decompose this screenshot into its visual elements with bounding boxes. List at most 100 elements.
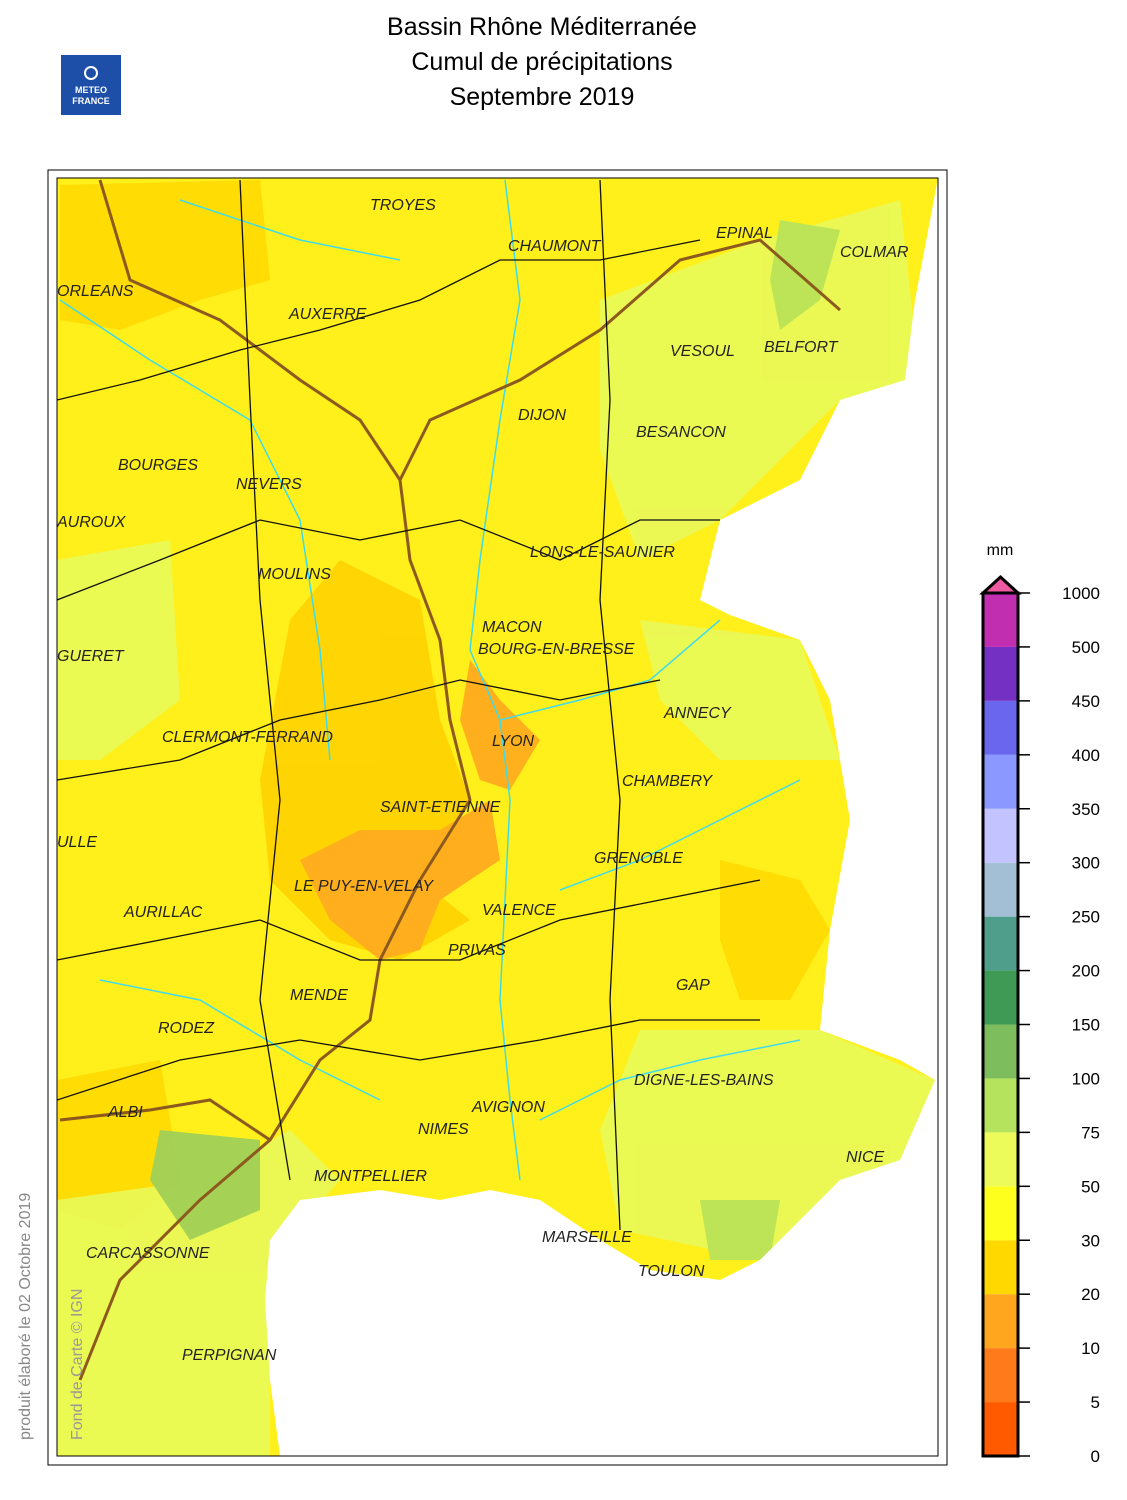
city-label: NICE xyxy=(846,1149,885,1166)
city-label: AUROUX xyxy=(56,514,127,531)
legend-swatch xyxy=(983,862,1018,917)
border xyxy=(599,179,621,1231)
logo-text: FRANCE xyxy=(72,96,110,106)
area xyxy=(600,200,920,560)
city-label: TROYES xyxy=(370,197,436,214)
river xyxy=(59,299,331,761)
city-label: COLMAR xyxy=(840,244,909,261)
city-label: BOURG-EN-BRESSE xyxy=(478,641,635,658)
legend-tick-label: 250 xyxy=(1072,908,1100,927)
legend-swatch xyxy=(983,1402,1018,1456)
city-label: GRENOBLE xyxy=(594,850,683,867)
legend-swatch xyxy=(983,700,1018,755)
city-label: MARSEILLE xyxy=(542,1229,632,1246)
city-label: MENDE xyxy=(290,987,348,1004)
legend-swatch xyxy=(983,1024,1018,1079)
logo-icon xyxy=(84,66,98,80)
area xyxy=(770,220,840,330)
area xyxy=(57,540,180,760)
legend: 0 5 10 20 30 50 75 100 150 200 250 300 350 400 450 500 1… xyxy=(979,574,1100,1466)
title: Bassin Rhône Méditerranée Cumul de préci… xyxy=(387,13,697,111)
city-label: SAINT-ETIENNE xyxy=(380,799,501,816)
border xyxy=(98,179,841,483)
legend-swatch xyxy=(983,1132,1018,1187)
title-line: Bassin Rhône Méditerranée xyxy=(387,13,697,41)
legend-tick-label: 500 xyxy=(1072,638,1100,657)
city-label: BESANCON xyxy=(636,424,726,441)
city-label: AUXERRE xyxy=(288,306,367,323)
city-label: LONS-LE-SAUNIER xyxy=(530,544,675,561)
legend-tick-label: 10 xyxy=(1081,1339,1100,1358)
legend-tick-label: 150 xyxy=(1072,1016,1100,1035)
city-label: ORLEANS xyxy=(57,283,134,300)
city-label: LE PUY-EN-VELAY xyxy=(294,878,434,895)
river xyxy=(539,1039,801,1121)
city-label: TOULON xyxy=(638,1263,705,1280)
legend-tick-label: 450 xyxy=(1072,692,1100,711)
city-label: DIJON xyxy=(518,407,566,424)
legend-tick-label: 400 xyxy=(1072,746,1100,765)
sea-and-outside xyxy=(265,178,938,1456)
city-label: CARCASSONNE xyxy=(86,1245,210,1262)
legend-tick-label: 1000 xyxy=(1062,584,1100,603)
city-label: ANNECY xyxy=(663,705,732,722)
legend-swatch xyxy=(983,1240,1018,1295)
side-note: produit élaboré le 02 Octobre 2019 xyxy=(17,1193,34,1440)
legend-overflow xyxy=(979,574,1022,595)
admin-borders xyxy=(57,179,761,1231)
city-label: ULLE xyxy=(57,834,97,851)
city-label: BELFORT xyxy=(764,339,839,356)
title-line: Cumul de précipitations xyxy=(411,48,672,76)
rivers xyxy=(59,179,801,1181)
logo: METEO FRANCE xyxy=(61,55,121,115)
city-label: BOURGES xyxy=(118,457,198,474)
city-label: RODEZ xyxy=(158,1020,215,1037)
city-label: DIGNE-LES-BAINS xyxy=(634,1072,774,1089)
legend-tick-label: 100 xyxy=(1072,1069,1100,1088)
outer-frame xyxy=(47,169,948,1466)
city-label: PRIVAS xyxy=(448,942,506,959)
city-label: CHAUMONT xyxy=(508,238,602,255)
logo-text: METEO xyxy=(75,85,107,95)
area xyxy=(600,1030,935,1260)
river xyxy=(99,979,381,1101)
city-label: GAP xyxy=(676,977,710,994)
city-labels: TROYES CHAUMONT EPINAL COLMAR ORLEANS AUXERRE… xyxy=(56,197,909,1364)
city-label: MACON xyxy=(482,619,542,636)
area xyxy=(57,1130,340,1456)
city-label: AVIGNON xyxy=(471,1099,545,1116)
legend-tick-label: 30 xyxy=(1081,1231,1100,1250)
city-label: LYON xyxy=(492,733,535,750)
river xyxy=(499,619,721,721)
city-label: VALENCE xyxy=(482,902,556,919)
legend-tick-label: 75 xyxy=(1081,1123,1100,1142)
legend-swatch xyxy=(983,1078,1018,1133)
city-label: CLERMONT-FERRAND xyxy=(162,729,333,746)
legend-tick-label: 300 xyxy=(1072,854,1100,873)
city-label: EPINAL xyxy=(716,225,773,242)
area xyxy=(150,1130,260,1240)
city-label: GUERET xyxy=(57,648,125,665)
legend-tick-label: 20 xyxy=(1081,1285,1100,1304)
border xyxy=(59,1098,271,1142)
title-line: Septembre 2019 xyxy=(450,83,635,111)
legend-swatch xyxy=(983,1348,1018,1403)
area xyxy=(700,1200,780,1260)
legend-swatch xyxy=(983,970,1018,1025)
legend-tick-label: 5 xyxy=(1091,1393,1100,1412)
area xyxy=(640,620,840,760)
legend-tick-label: 200 xyxy=(1072,962,1100,981)
city-label: CHAMBERY xyxy=(622,773,713,790)
border xyxy=(57,1019,760,1101)
legend-swatch xyxy=(983,593,1018,647)
legend-tick-label: 50 xyxy=(1081,1177,1100,1196)
river xyxy=(559,779,801,891)
city-label: NEVERS xyxy=(236,476,302,493)
legend-swatch xyxy=(983,808,1018,863)
legend-swatch xyxy=(983,646,1018,701)
border xyxy=(57,679,661,781)
logo-box xyxy=(61,55,121,115)
city-label: NIMES xyxy=(418,1121,469,1138)
border xyxy=(57,879,761,961)
